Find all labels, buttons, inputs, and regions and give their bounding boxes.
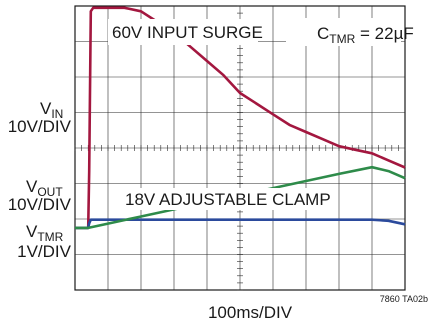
surge-label: 60V INPUT SURGE [112,23,263,42]
figure-id: 7860 TA02b [380,294,428,304]
vout-scale: 10V/DIV [8,195,72,214]
surge-label-box [108,19,258,45]
vtmr-label: VTMR [26,222,64,244]
vin-scale: 10V/DIV [8,117,72,136]
timer-cap-box [286,18,401,46]
trace-vin [75,6,406,230]
vout-label: VOUT [26,177,63,199]
x-axis-label: 100ms/DIV [208,303,293,320]
timer-cap-label: CTMR = 22µF [317,24,414,46]
clamp-label: 18V ADJUSTABLE CLAMP [125,190,331,209]
trace-vout [75,218,406,230]
vtmr-scale: 1V/DIV [17,242,72,261]
vin-label: VIN [40,99,63,121]
clamp-label-box [121,188,317,210]
